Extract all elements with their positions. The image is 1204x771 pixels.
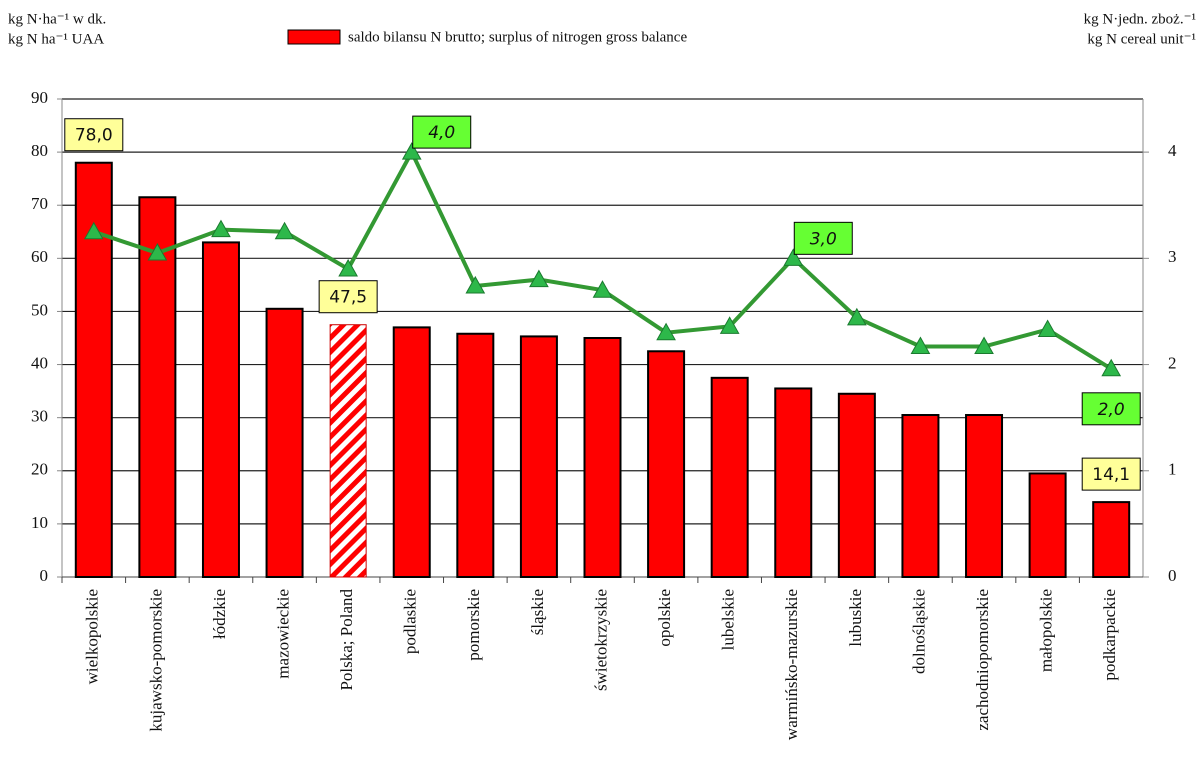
legend-swatch [287, 29, 341, 45]
x-tick-label: Polska; Poland [337, 589, 356, 691]
data-label-box [318, 280, 378, 314]
marker [83, 221, 104, 240]
data-label-box [1081, 392, 1141, 426]
y-tick-label: 50 [31, 300, 48, 319]
line [93, 147, 1113, 371]
y-tick-label: 40 [31, 353, 48, 372]
y2-tick-label: 1 [1168, 460, 1177, 479]
bar [1092, 501, 1131, 579]
data-label: 78,0 [75, 126, 113, 146]
y-tick-label: 70 [31, 194, 48, 213]
x-tick-label: lubelskie [719, 589, 738, 650]
data-label: 2,0 [1098, 400, 1125, 420]
marker [783, 248, 804, 266]
bar [710, 376, 749, 579]
y-tick-label: 0 [40, 566, 49, 585]
x-tick-label: wielkopolskie [83, 589, 102, 684]
x-tick-label: małopolskie [1037, 589, 1056, 672]
y2-tick-label: 0 [1168, 566, 1177, 585]
marker [147, 243, 168, 261]
y2-tick-label: 4 [1168, 141, 1177, 160]
marker [592, 280, 613, 298]
y-tick-label: 80 [31, 141, 48, 160]
data-label-box [1081, 457, 1141, 491]
bar [329, 324, 367, 578]
y-tick-label: 10 [31, 513, 48, 532]
left-axis-title: kg N·ha⁻¹ w dk. [8, 11, 106, 27]
bar [201, 241, 240, 578]
x-tick-label: śląskie [528, 589, 547, 635]
y-tick-label: 20 [31, 460, 48, 479]
x-tick-label: podkarpackie [1100, 589, 1119, 681]
x-tick-label: dolnośląskie [909, 589, 928, 674]
bar [583, 337, 622, 578]
bar [774, 387, 813, 579]
x-tick-label: kujawsko-pomorskie [146, 589, 165, 732]
bar [265, 307, 304, 578]
bar [837, 392, 876, 578]
data-label-box [793, 221, 853, 255]
x-tick-label: łódzkie [210, 589, 229, 639]
marker [338, 258, 359, 277]
marker [1101, 358, 1122, 377]
left-axis-title: kg N ha⁻¹ UAA [8, 31, 104, 47]
marker [719, 316, 740, 334]
data-label: 3,0 [810, 229, 837, 249]
y2-tick-label: 2 [1168, 353, 1177, 372]
marker [401, 142, 422, 160]
x-tick-label: opolskie [655, 589, 674, 647]
y-tick-label: 60 [31, 247, 48, 266]
marker [529, 269, 549, 288]
bar [138, 196, 177, 578]
marker [910, 336, 931, 354]
x-tick-label: zachodniopomorskie [973, 589, 992, 731]
bar [456, 332, 495, 578]
marker [846, 307, 867, 326]
x-tick-label: pomorskie [464, 589, 483, 661]
marker [274, 221, 295, 240]
y-tick-label: 90 [31, 88, 48, 107]
data-label-box [412, 115, 472, 149]
x-tick-label: podlaskie [401, 589, 420, 654]
data-label: 4,0 [428, 123, 455, 143]
data-label: 14,1 [1092, 465, 1130, 485]
bar [1028, 472, 1067, 578]
y2-tick-label: 3 [1168, 247, 1177, 266]
y-tick-label: 30 [31, 407, 48, 426]
marker [465, 275, 486, 294]
x-tick-label: lubuskie [846, 589, 865, 647]
x-tick-label: świetokrzyskie [591, 589, 610, 691]
right-axis-title: kg N cereal unit⁻¹ [1087, 31, 1196, 47]
marker [211, 219, 231, 238]
bar [647, 350, 686, 578]
right-axis-title: kg N·jedn. zboż.⁻¹ [1084, 11, 1196, 27]
bar [519, 335, 558, 579]
data-label: 47,5 [329, 288, 367, 308]
x-tick-label: warmińsko-mazurskie [782, 589, 801, 740]
x-tick-label: mazowieckie [273, 589, 292, 679]
marker [656, 322, 676, 341]
bar [901, 414, 940, 578]
marker [974, 336, 994, 354]
marker [1037, 319, 1058, 338]
bar [965, 414, 1004, 578]
data-label-box [64, 118, 124, 152]
legend-label: saldo bilansu N brutto; surplus of nitro… [348, 29, 687, 45]
bar [392, 326, 431, 578]
